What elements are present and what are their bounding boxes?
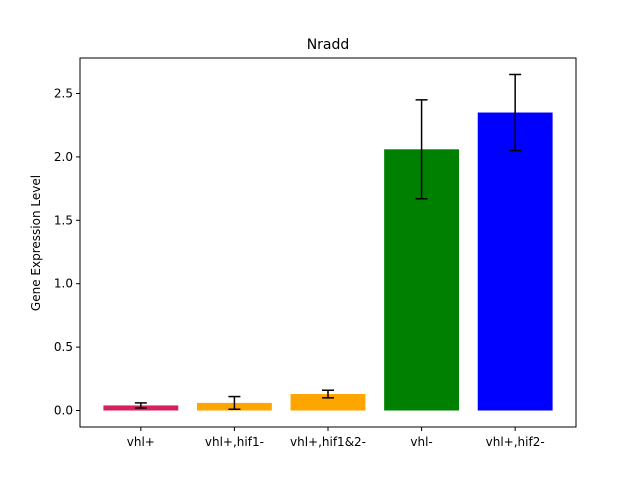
y-tick-label-5: 2.5 (54, 87, 73, 101)
y-tick-label-0: 0.0 (54, 404, 73, 418)
y-tick-label-1: 0.5 (54, 340, 73, 354)
bar-2 (290, 394, 366, 411)
error-bars-group (134, 73, 522, 410)
x-tick-label-0: vhl+ (127, 435, 155, 449)
x-tick-label-1: vhl+,hif1- (205, 435, 264, 449)
y-axis: 0.0 0.5 1.0 1.5 2.0 2.5 (54, 87, 80, 418)
chart-title: Nradd (307, 37, 350, 53)
x-tick-label-2: vhl+,hif1&2- (290, 435, 366, 449)
y-tick-label-2: 1.0 (54, 277, 73, 291)
y-axis-label: Gene Expression Level (29, 175, 43, 311)
bars-group (103, 112, 553, 411)
y-tick-label-3: 1.5 (54, 213, 73, 227)
x-axis: vhl+ vhl+,hif1- vhl+,hif1&2- vhl-vhl+,hif2- (127, 427, 545, 449)
x-tick-label-4: vhl+,hif2- (486, 435, 545, 449)
x-tick-label-3: vhl- (410, 435, 432, 449)
y-tick-label-4: 2.0 (54, 150, 73, 164)
plot-frame (79, 57, 577, 428)
bar-4 (477, 112, 553, 411)
